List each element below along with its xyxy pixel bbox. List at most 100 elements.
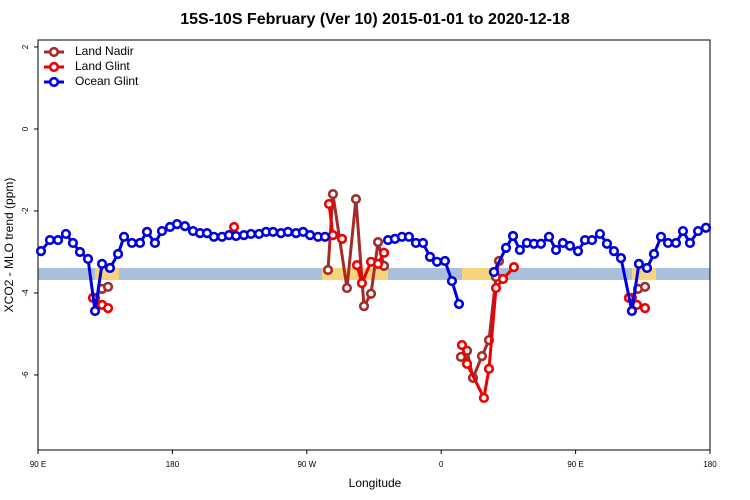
- point: [102, 281, 114, 292]
- point: [648, 248, 660, 260]
- point: [230, 230, 242, 242]
- x-tick-label: 90 W: [297, 460, 316, 469]
- legend-label: Ocean Glint: [75, 74, 139, 88]
- point: [208, 231, 220, 242]
- point: [372, 237, 384, 248]
- point: [564, 240, 576, 251]
- point: [319, 231, 331, 242]
- x-tick-label: 0: [439, 460, 444, 469]
- land-band: [322, 268, 388, 280]
- point: [684, 237, 696, 249]
- point: [641, 262, 653, 274]
- point: [336, 233, 348, 244]
- series: [35, 218, 712, 317]
- y-axis-label: XCO2 - MLO trend (ppm): [2, 178, 16, 313]
- point: [82, 253, 94, 265]
- point: [267, 226, 279, 237]
- point: [358, 300, 370, 312]
- point: [662, 237, 674, 249]
- point: [572, 246, 584, 257]
- point: [245, 228, 257, 240]
- point: [424, 251, 436, 262]
- point: [228, 221, 240, 233]
- point: [633, 258, 645, 269]
- point: [594, 228, 606, 240]
- point: [74, 246, 86, 258]
- point: [700, 222, 712, 233]
- point: [89, 305, 101, 317]
- point: [118, 231, 130, 242]
- point: [341, 282, 353, 294]
- point: [304, 230, 316, 241]
- point: [403, 231, 415, 242]
- point: [102, 303, 114, 314]
- point: [365, 288, 377, 299]
- x-tick-label: 180: [166, 460, 180, 469]
- point: [514, 244, 525, 256]
- point: [507, 230, 519, 242]
- point: [112, 248, 124, 260]
- legend-marker: [48, 61, 60, 73]
- plot-frame: [37, 39, 711, 451]
- point: [431, 256, 443, 267]
- point: [601, 238, 613, 249]
- point: [134, 237, 146, 249]
- point: [615, 253, 627, 264]
- point: [171, 218, 183, 230]
- x-tick-label: 180: [703, 460, 717, 469]
- x-tick-label: 90 E: [30, 460, 46, 469]
- point: [456, 339, 468, 351]
- x-axis-label: Longitude: [349, 476, 402, 490]
- point: [327, 230, 339, 241]
- series-line: [92, 203, 646, 403]
- y-tick-label: -6: [21, 371, 30, 379]
- point: [356, 278, 368, 289]
- point: [586, 234, 598, 246]
- point: [508, 262, 520, 273]
- point: [639, 303, 651, 314]
- point: [439, 255, 451, 267]
- point: [476, 351, 488, 362]
- series: [89, 189, 651, 383]
- point: [44, 234, 56, 246]
- point: [96, 258, 108, 269]
- legend-marker: [48, 76, 60, 88]
- point: [488, 266, 500, 278]
- y-tick-label: -4: [21, 289, 30, 297]
- point: [639, 281, 651, 292]
- y-tick-label: -2: [21, 207, 30, 215]
- legend-label: Land Nadir: [75, 44, 134, 58]
- point: [67, 237, 79, 249]
- point: [478, 392, 490, 404]
- point: [156, 225, 168, 237]
- point: [490, 282, 502, 294]
- point: [461, 358, 473, 370]
- point: [60, 228, 72, 240]
- chart-title: 15S-10S February (Ver 10) 2015-01-01 to …: [180, 11, 570, 28]
- point: [453, 298, 465, 310]
- point: [692, 225, 704, 237]
- point: [322, 264, 334, 276]
- point: [350, 193, 362, 205]
- point: [446, 275, 458, 287]
- x-tick-label: 90 E: [567, 460, 583, 469]
- point: [126, 237, 138, 249]
- point: [677, 225, 689, 237]
- point: [351, 259, 363, 271]
- point: [141, 226, 153, 237]
- point: [543, 231, 555, 242]
- land-band: [462, 268, 496, 280]
- point: [417, 237, 429, 249]
- y-tick-label: 0: [21, 126, 30, 131]
- y-tick-label: 2: [21, 44, 30, 49]
- point: [378, 247, 390, 258]
- point: [372, 258, 384, 269]
- point: [655, 231, 667, 242]
- point: [35, 246, 47, 257]
- point: [149, 237, 161, 249]
- legend-marker: [48, 46, 60, 58]
- point: [104, 262, 116, 274]
- point: [608, 246, 620, 257]
- point: [550, 244, 562, 256]
